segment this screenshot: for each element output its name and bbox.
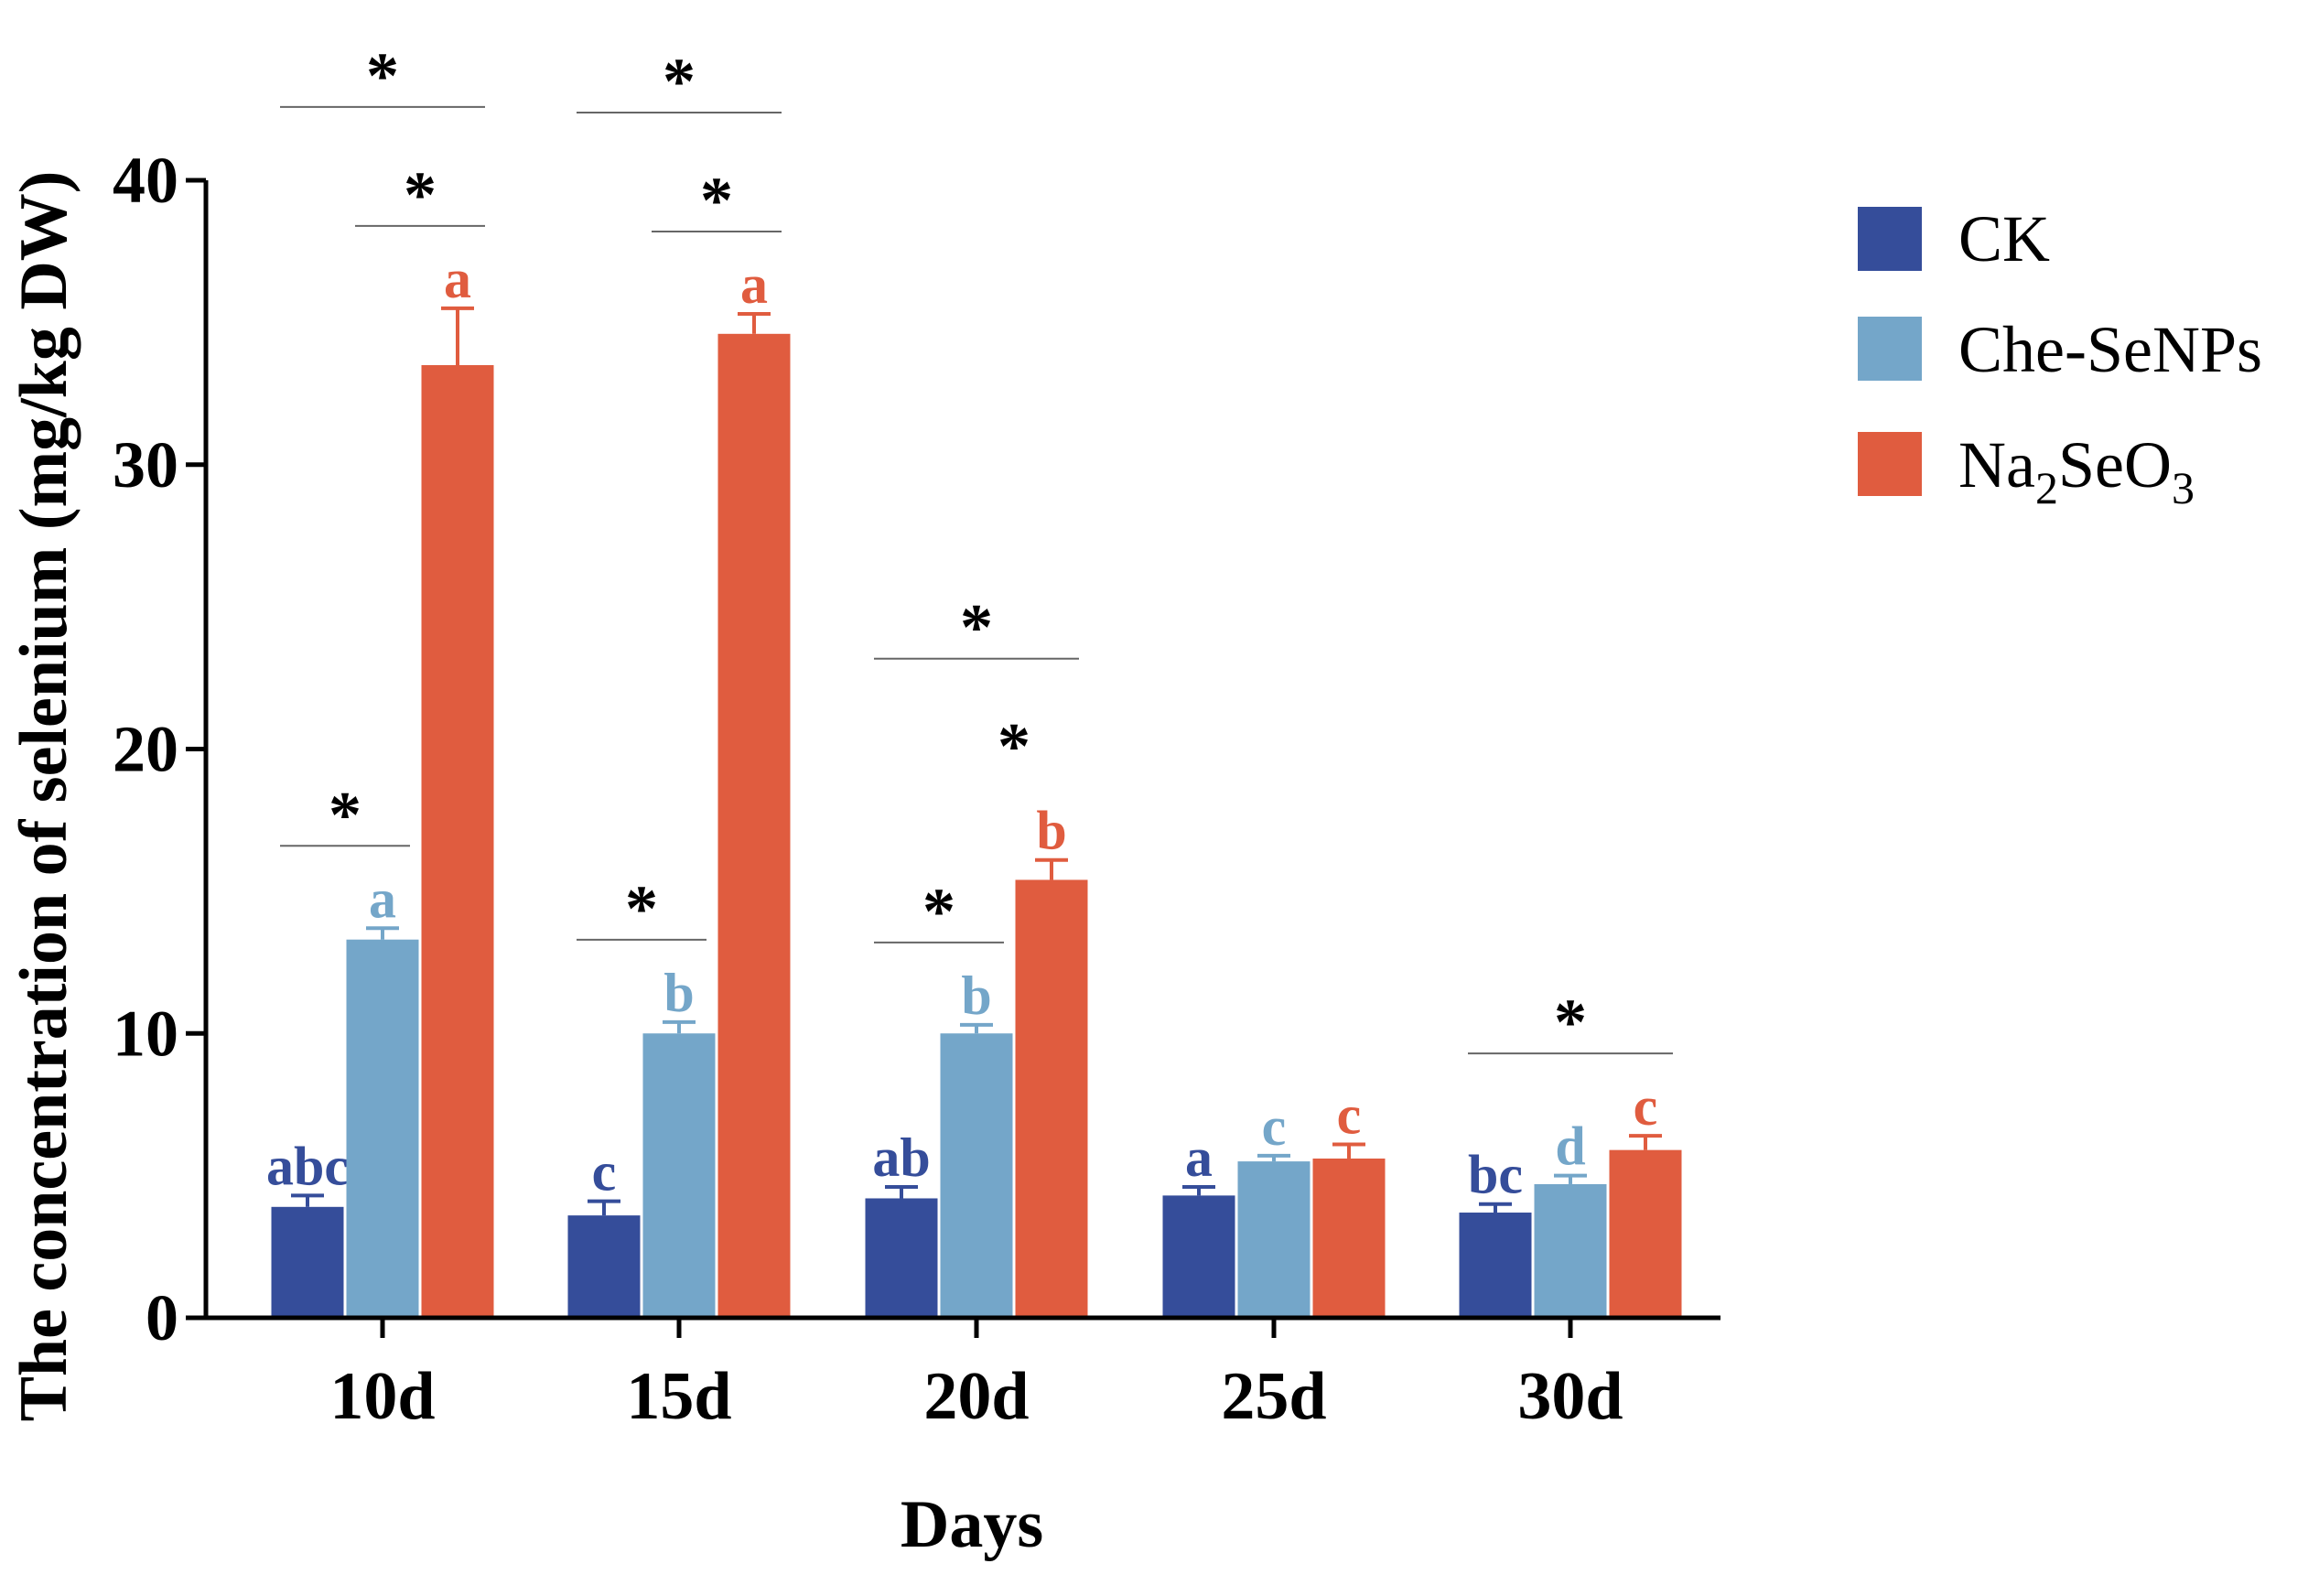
sig-15d-ck-vs-che-senps-star: * — [625, 872, 658, 945]
letter-ck-20d: ab — [872, 1127, 930, 1188]
letter-che-senps-30d: d — [1555, 1116, 1585, 1177]
legend-swatch-che-senps — [1858, 317, 1922, 381]
bar-che-senps-20d — [940, 1033, 1013, 1318]
letter-na2seo3-25d: c — [1337, 1084, 1362, 1145]
bar-che-senps-10d — [346, 939, 419, 1318]
bar-che-senps-25d — [1237, 1161, 1311, 1318]
sig-15d-che-senps-vs-na2seo3-star: * — [700, 164, 733, 237]
x-tick-label-30d: 30d — [1517, 1359, 1623, 1434]
letter-na2seo3-10d: a — [444, 249, 471, 309]
y-tick-label-20: 20 — [113, 713, 178, 786]
x-axis-title: Days — [901, 1487, 1043, 1562]
letter-ck-30d: bc — [1468, 1145, 1523, 1205]
letter-na2seo3-20d: b — [1036, 801, 1066, 861]
y-tick-label-40: 40 — [113, 144, 178, 217]
y-axis-title: The concentration of selenium (mg/kg DW) — [6, 171, 81, 1422]
legend-label-ck: CK — [1958, 202, 2050, 275]
bar-na2seo3-30d — [1609, 1149, 1682, 1318]
bar-na2seo3-25d — [1312, 1158, 1386, 1318]
sig-20d-ck-vs-che-senps-star: * — [922, 875, 955, 948]
x-tick-label-20d: 20d — [923, 1359, 1029, 1434]
letter-che-senps-10d: a — [369, 868, 396, 929]
bar-ck-30d — [1459, 1213, 1532, 1318]
bar-ck-20d — [865, 1198, 938, 1318]
sig-10d-ck-vs-na2seo3-star: * — [366, 39, 399, 113]
sig-15d-ck-vs-na2seo3-star: * — [663, 45, 696, 118]
legend-label-na2seo3-sub-2: 2 — [2035, 462, 2058, 513]
sig-30d-ck-vs-na2seo3-star: * — [1554, 986, 1587, 1059]
bar-ck-10d — [271, 1206, 344, 1318]
sig-20d-che-senps-vs-na2seo3-star: * — [998, 710, 1030, 783]
bar-che-senps-15d — [642, 1033, 716, 1318]
axes: 0 10 20 30 40 10d 15d 20d 25d 30d — [113, 144, 1720, 1434]
bar-che-senps-30d — [1534, 1183, 1607, 1318]
letter-na2seo3-15d: a — [740, 254, 768, 315]
letter-che-senps-25d: c — [1262, 1096, 1287, 1157]
legend-swatch-na2seo3 — [1858, 432, 1922, 496]
letter-che-senps-20d: b — [961, 965, 991, 1026]
sig-20d-ck-vs-na2seo3-star: * — [960, 591, 993, 664]
legend-label-na2seo3-part-a: Na — [1958, 428, 2035, 501]
sig-10d-che-senps-vs-na2seo3-star: * — [404, 158, 437, 232]
letter-che-senps-15d: b — [663, 963, 694, 1023]
bar-ck-25d — [1162, 1195, 1235, 1318]
y-tick-label-0: 0 — [146, 1281, 178, 1354]
x-tick-label-25d: 25d — [1221, 1359, 1326, 1434]
legend-swatch-ck — [1858, 207, 1922, 271]
x-tick-label-10d: 10d — [329, 1359, 435, 1434]
legend-label-na2seo3-sub-3: 3 — [2172, 462, 2195, 513]
sig-10d-ck-vs-che-senps-star: * — [329, 778, 361, 851]
letter-ck-15d: c — [592, 1142, 617, 1202]
bar-na2seo3-10d — [421, 364, 494, 1318]
letter-ck-25d: a — [1185, 1127, 1213, 1188]
significance-annotations: ********** — [280, 39, 1673, 1059]
y-tick-label-30: 30 — [113, 428, 178, 501]
legend-label-na2seo3: Na2SeO3 — [1958, 428, 2195, 513]
letter-ck-10d: abc — [266, 1136, 349, 1196]
bar-na2seo3-15d — [717, 333, 791, 1319]
bar-na2seo3-20d — [1015, 879, 1088, 1318]
legend-label-na2seo3-part-c: SeO — [2058, 428, 2172, 501]
legend: CK Che-SeNPs Na2SeO3 — [1858, 202, 2262, 513]
x-tick-label-15d: 15d — [626, 1359, 731, 1434]
letter-na2seo3-30d: c — [1634, 1076, 1658, 1137]
legend-label-che-senps: Che-SeNPs — [1958, 313, 2262, 386]
y-tick-label-10: 10 — [113, 997, 178, 1070]
bar-ck-15d — [567, 1215, 641, 1318]
